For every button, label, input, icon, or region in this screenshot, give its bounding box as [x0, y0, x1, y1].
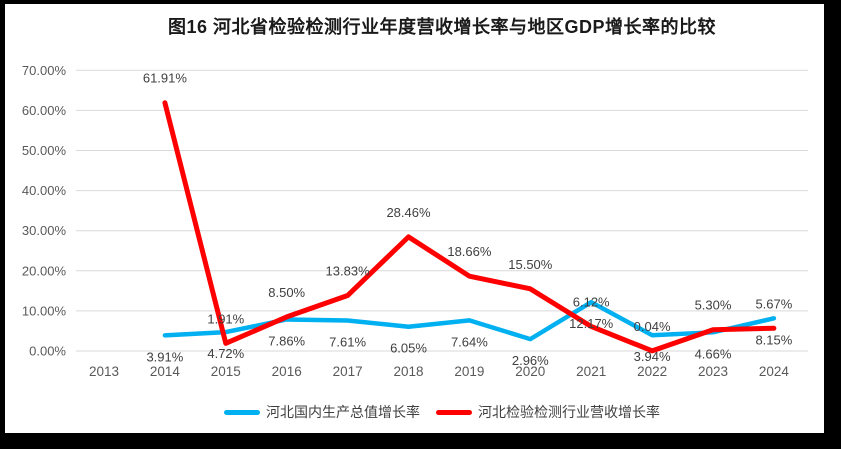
chart-legend: 河北国内生产总值增长率 河北检验检测行业营收增长率 [224, 402, 660, 422]
chart-title: 图16 河北省检验检测行业年度营收增长率与地区GDP增长率的比较 [167, 17, 717, 37]
x-axis-year-label: 2017 [333, 364, 363, 379]
y-axis-tick-label: 70.00% [22, 63, 67, 78]
data-label: 18.66% [447, 244, 492, 259]
y-axis-tick-label: 30.00% [22, 223, 67, 238]
legend-item-gdp: 河北国内生产总值增长率 [224, 402, 420, 422]
x-axis-year-label: 2022 [637, 364, 667, 379]
x-axis-year-label: 2016 [272, 364, 302, 379]
data-label: 6.12% [573, 294, 610, 309]
y-axis-tick-label: 20.00% [22, 263, 67, 278]
legend-label-gdp: 河北国内生产总值增长率 [266, 404, 420, 420]
x-axis-year-label: 2014 [150, 364, 181, 379]
x-axis-year-label: 2024 [759, 364, 790, 379]
data-label: 1.91% [207, 311, 244, 326]
x-axis-year-label: 2020 [515, 364, 545, 379]
x-axis-year-label: 2021 [576, 364, 606, 379]
data-label: 3.94% [634, 349, 671, 364]
legend-item-revenue: 河北检验检测行业营收增长率 [436, 402, 660, 422]
y-axis-tick-label: 60.00% [22, 103, 67, 118]
data-label: 0.04% [634, 319, 671, 334]
x-axis-year-label: 2018 [393, 364, 423, 379]
x-axis-year-label: 2013 [89, 364, 119, 379]
data-label: 13.83% [326, 264, 371, 279]
y-axis-tick-label: 50.00% [22, 143, 67, 158]
x-axis-year-label: 2023 [698, 364, 728, 379]
y-axis-tick-label: 0.00% [29, 344, 66, 359]
series-line-revenue [162, 100, 777, 354]
chart-panel [5, 4, 824, 433]
x-axis-year-label: 2015 [211, 364, 241, 379]
data-label: 6.05% [390, 341, 427, 356]
x-axis-year-label: 2019 [454, 364, 484, 379]
data-label: 8.50% [268, 285, 305, 300]
legend-label-revenue: 河北检验检测行业营收增长率 [478, 404, 660, 420]
data-label: 12.17% [569, 316, 614, 331]
data-label: 8.15% [755, 332, 792, 347]
legend-line-swatch-blue [224, 409, 260, 415]
data-label: 7.64% [451, 334, 488, 349]
data-label: 7.61% [329, 334, 366, 349]
data-label: 4.66% [695, 346, 732, 361]
data-label: 7.86% [268, 333, 305, 348]
y-axis-tick-label: 10.00% [22, 303, 67, 318]
data-label: 5.30% [695, 298, 732, 313]
data-label: 3.91% [146, 349, 183, 364]
data-label: 15.50% [508, 257, 553, 272]
data-label: 28.46% [386, 205, 431, 220]
data-label: 4.72% [207, 346, 244, 361]
y-axis-tick-label: 40.00% [22, 183, 67, 198]
legend-line-swatch-red [436, 409, 472, 415]
data-label: 61.91% [143, 71, 188, 86]
data-label: 2.96% [512, 353, 549, 368]
data-label: 5.67% [755, 296, 792, 311]
